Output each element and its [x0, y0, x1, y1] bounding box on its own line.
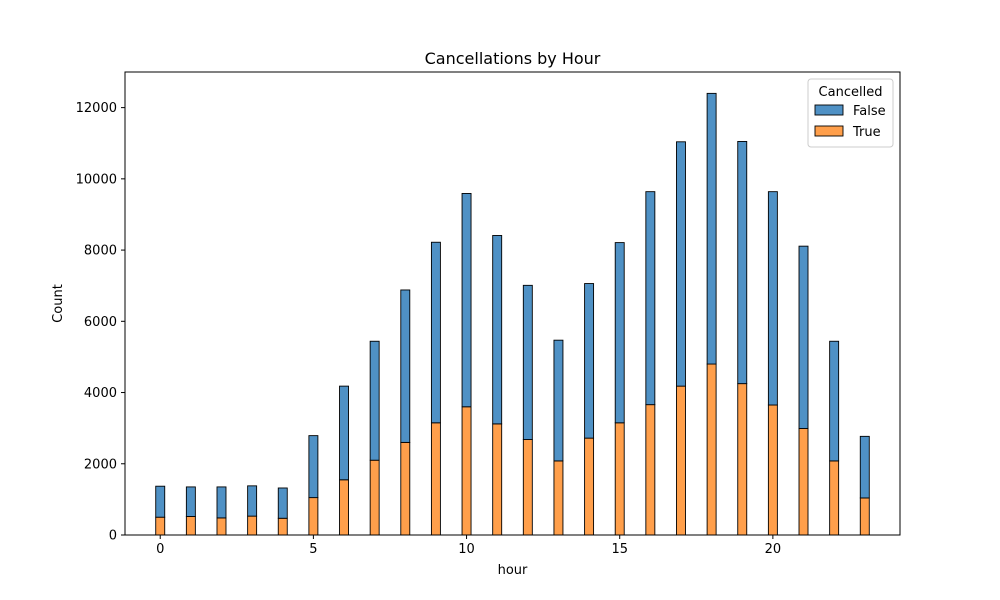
x-axis-label: hour	[498, 563, 528, 578]
bar-false-hour-21	[798, 245, 809, 429]
bar-false-hour-15	[614, 242, 625, 424]
y-tick-label: 6000	[84, 315, 117, 330]
bar-false-hour-9	[430, 241, 441, 424]
bar-false-hour-7	[369, 340, 380, 461]
x-tick-label: 15	[611, 542, 628, 557]
bar-true-hour-17	[676, 385, 686, 536]
bar-true-hour-5	[308, 497, 319, 536]
y-tick-label: 2000	[84, 457, 117, 472]
bar-true-hour-2	[216, 517, 227, 536]
legend-swatch-true	[814, 125, 844, 137]
y-tick-label: 12000	[76, 101, 117, 116]
bar-true-hour-11	[492, 423, 503, 536]
bar-false-hour-5	[308, 435, 319, 499]
bar-false-hour-0	[155, 485, 166, 518]
bar-true-hour-12	[522, 439, 533, 536]
legend: Cancelled False True	[807, 78, 894, 148]
bar-false-hour-13	[553, 339, 564, 462]
legend-items: False True	[814, 104, 886, 140]
x-ticks: 0 5 10 15 20	[156, 535, 781, 557]
bar-true-hour-16	[645, 404, 656, 536]
chart-title: Cancellations by Hour	[425, 49, 601, 68]
x-tick-label: 5	[309, 542, 317, 557]
x-tick-label: 10	[458, 542, 475, 557]
bar-true-hour-10	[461, 406, 472, 536]
bar-false-hour-12	[522, 284, 533, 441]
bar-true-hour-6	[339, 479, 349, 536]
bar-false-hour-6	[339, 385, 349, 481]
bar-false-hour-10	[461, 192, 472, 408]
bar-false-hour-17	[676, 141, 686, 387]
bar-false-hour-11	[492, 235, 503, 425]
bar-false-hour-22	[829, 340, 840, 462]
bar-false-hour-8	[400, 289, 411, 443]
bar-true-hour-18	[706, 363, 717, 536]
bar-true-hour-19	[737, 383, 748, 536]
bar-true-hour-8	[400, 441, 411, 536]
bar-true-hour-22	[829, 460, 840, 536]
bar-false-hour-2	[216, 486, 227, 519]
bar-true-hour-3	[247, 515, 258, 536]
legend-swatch-false	[814, 104, 844, 116]
bar-true-hour-14	[584, 437, 595, 536]
bar-false-hour-18	[706, 92, 717, 365]
x-tick-label: 20	[765, 542, 782, 557]
bar-false-hour-4	[277, 487, 288, 519]
y-tick-label: 4000	[84, 386, 117, 401]
bar-false-hour-19	[737, 140, 748, 385]
bar-false-hour-16	[645, 191, 656, 406]
x-tick-label: 0	[156, 542, 164, 557]
bar-true-hour-0	[155, 516, 166, 536]
bar-false-hour-3	[247, 485, 258, 517]
bar-false-hour-14	[584, 283, 595, 439]
y-axis-label: Count	[51, 284, 66, 323]
legend-title: Cancelled	[819, 85, 883, 100]
y-ticks: 0 2000 4000 6000 8000 10000 12000	[76, 101, 125, 544]
bar-true-hour-13	[553, 460, 564, 536]
y-tick-label: 0	[109, 529, 117, 544]
bar-true-hour-23	[859, 497, 870, 536]
bar-true-hour-20	[767, 404, 778, 536]
bar-false-hour-20	[767, 191, 778, 406]
bar-true-hour-7	[369, 459, 380, 536]
bar-true-hour-9	[430, 422, 441, 536]
legend-label-true: True	[852, 125, 881, 140]
legend-label-false: False	[853, 104, 886, 119]
bar-false-hour-23	[859, 435, 870, 499]
bar-true-hour-15	[614, 422, 625, 536]
bar-true-hour-1	[185, 516, 196, 536]
bar-true-hour-21	[798, 428, 809, 536]
bars-layer	[155, 92, 870, 536]
plot-frame	[124, 71, 901, 536]
bar-false-hour-1	[185, 486, 196, 517]
y-tick-label: 10000	[76, 172, 117, 187]
bar-true-hour-4	[277, 517, 288, 536]
y-tick-label: 8000	[84, 244, 117, 259]
